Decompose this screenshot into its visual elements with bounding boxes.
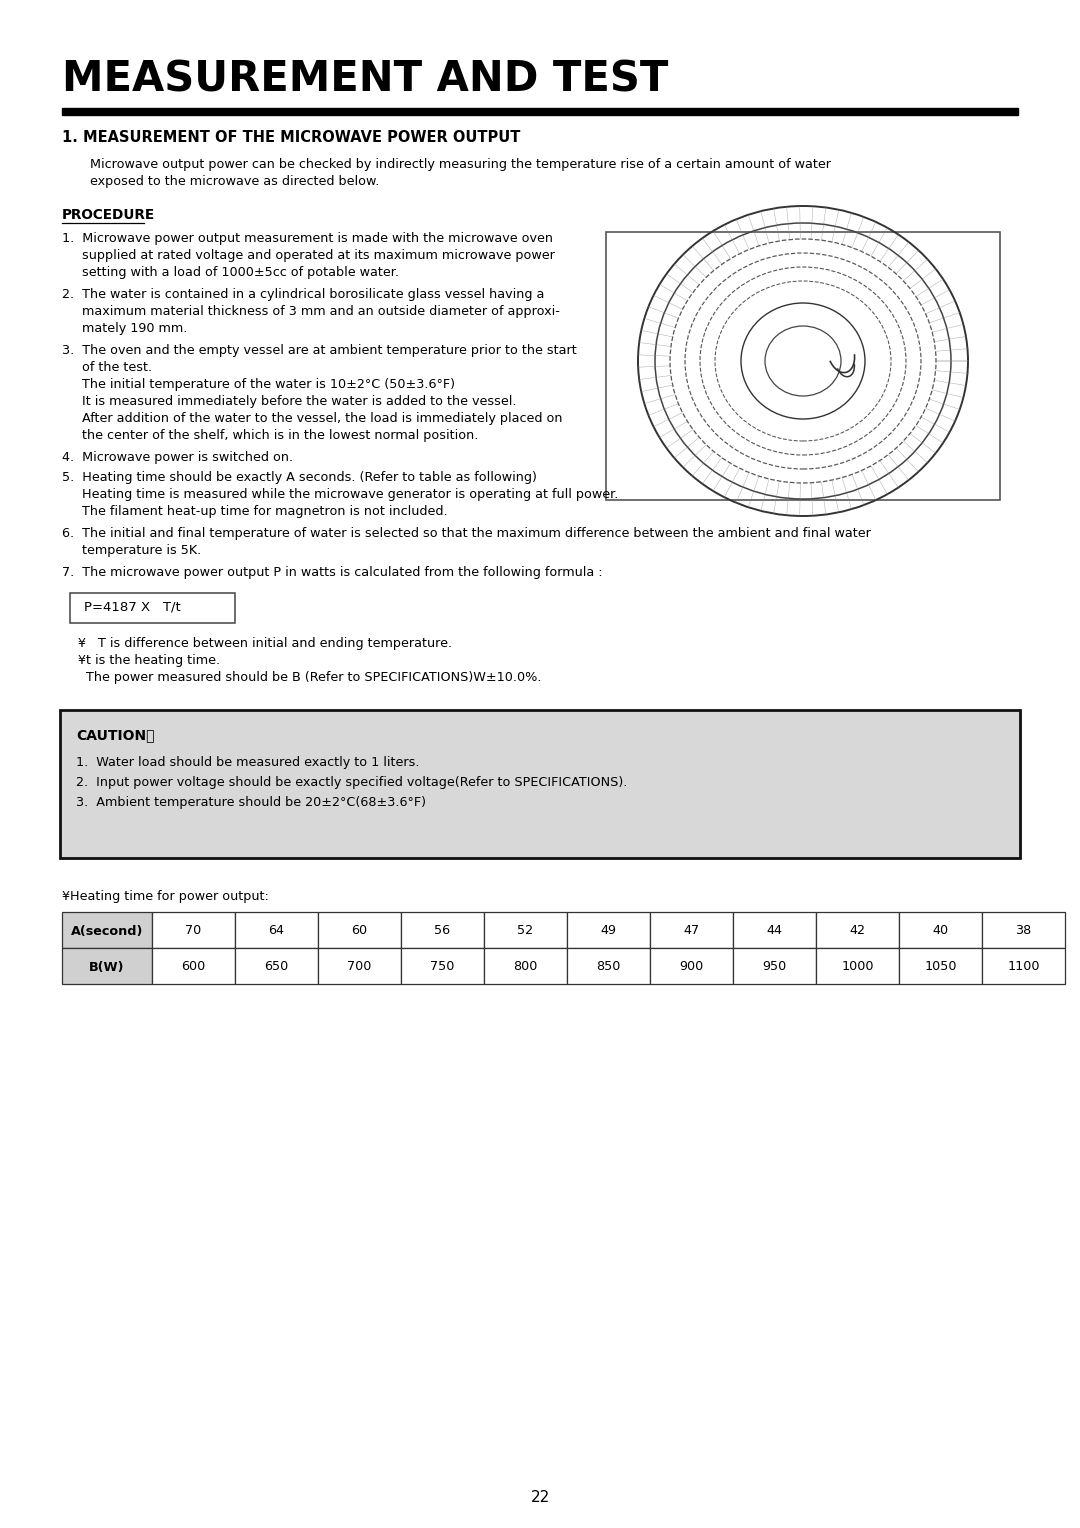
Bar <box>62 912 152 947</box>
Bar <box>650 912 733 947</box>
Text: 56: 56 <box>434 924 450 938</box>
Bar <box>567 912 650 947</box>
Bar <box>401 947 484 984</box>
Bar <box>235 947 318 984</box>
Text: 2.  The water is contained in a cylindrical borosilicate glass vessel having a: 2. The water is contained in a cylindric… <box>62 287 544 301</box>
Text: 7.  The microwave power output P in watts is calculated from the following formu: 7. The microwave power output P in watts… <box>62 565 603 579</box>
Text: 44: 44 <box>767 924 783 938</box>
Text: 1100: 1100 <box>1008 961 1040 973</box>
Text: 950: 950 <box>762 961 786 973</box>
Text: 800: 800 <box>513 961 538 973</box>
Bar <box>60 711 1020 859</box>
Text: 52: 52 <box>517 924 534 938</box>
Text: 1. MEASUREMENT OF THE MICROWAVE POWER OUTPUT: 1. MEASUREMENT OF THE MICROWAVE POWER OU… <box>62 130 521 145</box>
Text: 70: 70 <box>186 924 202 938</box>
Text: 900: 900 <box>679 961 704 973</box>
Text: 650: 650 <box>265 961 288 973</box>
Text: of the test.: of the test. <box>62 361 152 374</box>
Bar <box>899 947 982 984</box>
Bar <box>70 593 235 623</box>
Text: exposed to the microwave as directed below.: exposed to the microwave as directed bel… <box>90 176 379 188</box>
Text: mately 190 mm.: mately 190 mm. <box>62 322 187 335</box>
Bar <box>62 947 152 984</box>
Text: PROCEDURE: PROCEDURE <box>62 208 156 222</box>
Bar <box>816 947 899 984</box>
Bar <box>152 947 235 984</box>
Text: 64: 64 <box>269 924 284 938</box>
Bar <box>982 912 1065 947</box>
Bar <box>606 232 1000 500</box>
Text: 38: 38 <box>1015 924 1031 938</box>
Text: supplied at rated voltage and operated at its maximum microwave power: supplied at rated voltage and operated a… <box>62 249 555 261</box>
Bar <box>982 947 1065 984</box>
Bar <box>401 912 484 947</box>
Text: 22: 22 <box>530 1490 550 1505</box>
Text: temperature is 5K.: temperature is 5K. <box>62 544 201 558</box>
Bar <box>235 912 318 947</box>
Text: 3.  The oven and the empty vessel are at ambient temperature prior to the start: 3. The oven and the empty vessel are at … <box>62 344 577 358</box>
Text: 750: 750 <box>430 961 455 973</box>
Bar <box>62 108 1018 115</box>
Text: ¥   T is difference between initial and ending temperature.: ¥ T is difference between initial and en… <box>78 637 453 649</box>
Text: 700: 700 <box>348 961 372 973</box>
Text: ¥t is the heating time.: ¥t is the heating time. <box>78 654 220 668</box>
Text: B(W): B(W) <box>90 961 125 973</box>
Bar <box>318 912 401 947</box>
Text: It is measured immediately before the water is added to the vessel.: It is measured immediately before the wa… <box>62 396 516 408</box>
Text: P=4187 X   T/t: P=4187 X T/t <box>84 601 180 614</box>
Bar <box>733 947 816 984</box>
Text: CAUTION：: CAUTION： <box>76 727 154 743</box>
Text: The power measured should be B (Refer to SPECIFICATIONS)W±10.0%.: The power measured should be B (Refer to… <box>78 671 541 685</box>
Bar <box>567 947 650 984</box>
Text: 42: 42 <box>850 924 865 938</box>
Text: 1000: 1000 <box>841 961 874 973</box>
Text: 4.  Microwave power is switched on.: 4. Microwave power is switched on. <box>62 451 293 465</box>
Text: 49: 49 <box>600 924 617 938</box>
Bar <box>484 912 567 947</box>
Text: 60: 60 <box>351 924 367 938</box>
Text: A(second): A(second) <box>71 924 144 938</box>
Bar <box>318 947 401 984</box>
Text: Microwave output power can be checked by indirectly measuring the temperature ri: Microwave output power can be checked by… <box>90 157 831 171</box>
Bar <box>899 912 982 947</box>
Bar <box>650 947 733 984</box>
Text: Heating time is measured while the microwave generator is operating at full powe: Heating time is measured while the micro… <box>62 487 619 501</box>
Text: 850: 850 <box>596 961 621 973</box>
Text: 1050: 1050 <box>924 961 957 973</box>
Text: the center of the shelf, which is in the lowest normal position.: the center of the shelf, which is in the… <box>62 429 478 442</box>
Text: 3.  Ambient temperature should be 20±2°C(68±3.6°F): 3. Ambient temperature should be 20±2°C(… <box>76 796 426 808</box>
Text: The filament heat-up time for magnetron is not included.: The filament heat-up time for magnetron … <box>62 504 447 518</box>
Text: 2.  Input power voltage should be exactly specified voltage(Refer to SPECIFICATI: 2. Input power voltage should be exactly… <box>76 776 627 788</box>
Text: 6.  The initial and final temperature of water is selected so that the maximum d: 6. The initial and final temperature of … <box>62 527 870 539</box>
Bar <box>733 912 816 947</box>
Text: After addition of the water to the vessel, the load is immediately placed on: After addition of the water to the vesse… <box>62 413 563 425</box>
Text: 1.  Water load should be measured exactly to 1 liters.: 1. Water load should be measured exactly… <box>76 756 419 769</box>
Text: MEASUREMENT AND TEST: MEASUREMENT AND TEST <box>62 58 669 99</box>
Text: ¥Heating time for power output:: ¥Heating time for power output: <box>62 889 269 903</box>
Text: 1.  Microwave power output measurement is made with the microwave oven: 1. Microwave power output measurement is… <box>62 232 553 244</box>
Text: The initial temperature of the water is 10±2°C (50±3.6°F): The initial temperature of the water is … <box>62 377 455 391</box>
Text: 5.  Heating time should be exactly A seconds. (Refer to table as following): 5. Heating time should be exactly A seco… <box>62 471 537 484</box>
Text: 47: 47 <box>684 924 700 938</box>
Bar <box>816 912 899 947</box>
Text: 40: 40 <box>932 924 948 938</box>
Text: setting with a load of 1000±5cc of potable water.: setting with a load of 1000±5cc of potab… <box>62 266 399 280</box>
Text: 600: 600 <box>181 961 205 973</box>
Bar <box>484 947 567 984</box>
Text: maximum material thickness of 3 mm and an outside diameter of approxi-: maximum material thickness of 3 mm and a… <box>62 306 559 318</box>
Bar <box>152 912 235 947</box>
